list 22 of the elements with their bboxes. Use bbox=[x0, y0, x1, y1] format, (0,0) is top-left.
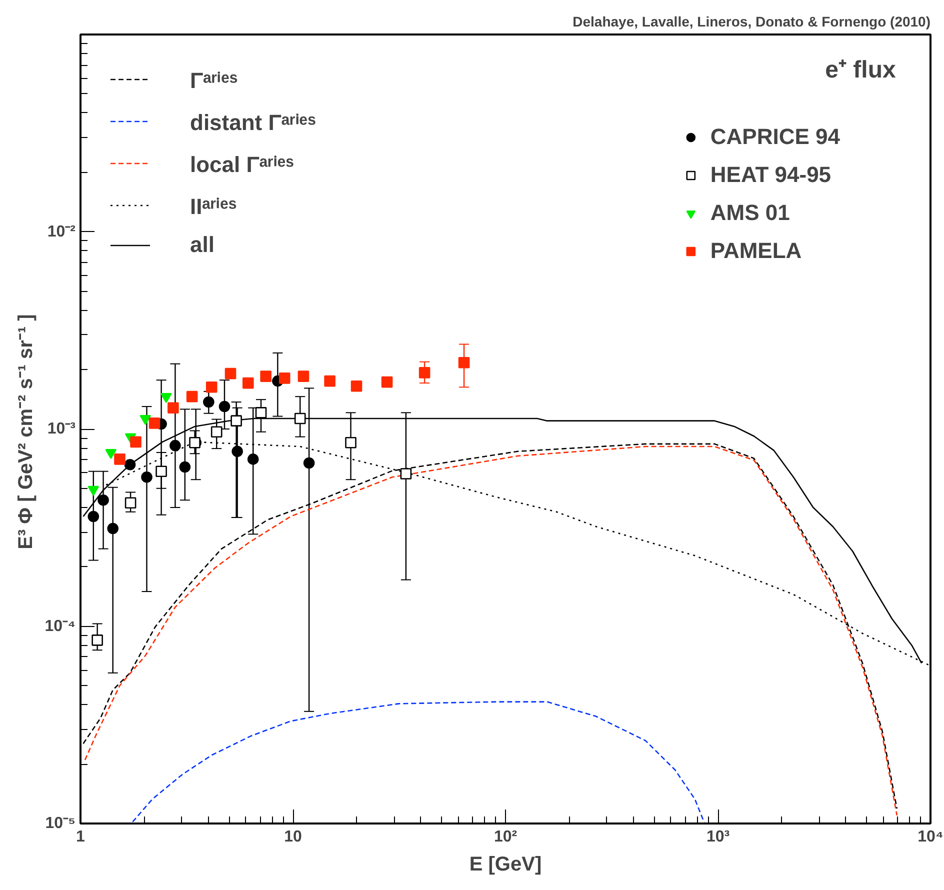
y-axis-title: E³ Φ [ GeV² cm⁻² s⁻¹ sr⁻¹ ] bbox=[14, 314, 37, 550]
x-tick-label: 10 bbox=[284, 828, 302, 846]
legend-label: local Γᵃʳⁱᵉˢ bbox=[190, 151, 294, 178]
y-tick-label: 10⁻³ bbox=[47, 420, 76, 438]
y-tick-label: 10⁻⁴ bbox=[44, 618, 76, 635]
legend-label: AMS 01 bbox=[710, 200, 790, 226]
legend-label: all bbox=[190, 232, 214, 258]
legend-label: PAMELA bbox=[710, 238, 802, 264]
legend-label: HEAT 94-95 bbox=[710, 162, 832, 188]
chart-title: Delahaye, Lavalle, Lineros, Donato & Fornengo (2010) bbox=[572, 14, 931, 30]
x-tick-label: 1 bbox=[76, 828, 86, 846]
legend-label: distant Γᵃʳⁱᵉˢ bbox=[190, 109, 316, 136]
annotation: e⁺ flux bbox=[825, 56, 896, 84]
x-axis-title: E [GeV] bbox=[469, 854, 542, 876]
legend-label: Γᵃʳⁱᵉˢ bbox=[190, 67, 238, 94]
y-tick-label: 10⁻⁵ bbox=[45, 815, 76, 832]
legend-label: CAPRICE 94 bbox=[710, 124, 840, 150]
y-tick-label: 10⁻² bbox=[47, 223, 76, 240]
x-tick-label: 10⁴ bbox=[918, 828, 944, 846]
legend-label: IIᵃʳⁱᵉˢ bbox=[190, 193, 237, 220]
x-tick-label: 10³ bbox=[706, 828, 730, 846]
x-tick-label: 10² bbox=[494, 828, 518, 846]
